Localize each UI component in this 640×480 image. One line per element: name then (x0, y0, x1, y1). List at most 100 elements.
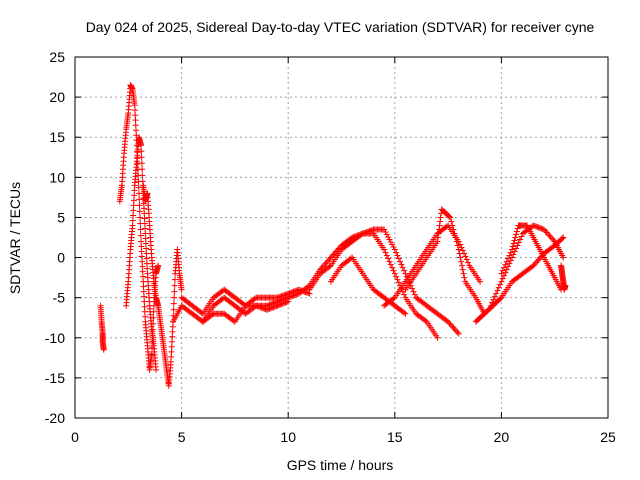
data-point (169, 333, 176, 340)
data-point (537, 224, 544, 231)
data-point (513, 231, 520, 238)
data-point (393, 249, 400, 256)
data-point (463, 256, 470, 263)
data-point (506, 252, 513, 259)
data-point (397, 258, 404, 265)
data-point (434, 238, 441, 245)
y-tick-label: -5 (53, 290, 66, 306)
data-point (230, 317, 237, 324)
data-point (326, 263, 333, 270)
data-point (453, 327, 460, 334)
data-point (169, 338, 176, 345)
axis-ticks (74, 56, 609, 419)
data-point (534, 258, 541, 265)
data-point (279, 300, 286, 307)
x-tick-label: 25 (600, 429, 616, 445)
data-point (141, 293, 148, 300)
data-point (138, 238, 145, 245)
data-point (322, 260, 329, 267)
data-point (437, 218, 444, 225)
data-point (329, 253, 336, 260)
data-point (457, 254, 464, 261)
data-point (281, 300, 288, 307)
data-point (139, 166, 146, 173)
data-point (132, 112, 139, 119)
data-point (450, 324, 457, 331)
data-point (138, 142, 145, 149)
data-point (273, 303, 280, 310)
data-point (449, 222, 456, 229)
data-point (142, 225, 149, 232)
data-point (171, 288, 178, 295)
data-point (493, 290, 500, 297)
data-point (142, 235, 149, 242)
data-point (547, 233, 554, 240)
data-point (387, 239, 394, 246)
data-point (132, 117, 139, 124)
series-early-peak-second (123, 134, 160, 373)
data-point (530, 222, 537, 229)
data-point (171, 282, 178, 289)
data-point (269, 304, 276, 311)
data-point (130, 212, 137, 219)
data-point (543, 229, 550, 236)
data-point (142, 313, 149, 320)
data-point (267, 305, 274, 312)
data-point (505, 255, 512, 262)
data-point (130, 207, 137, 214)
data-point (275, 302, 282, 309)
x-axis-label: GPS time / hours (287, 457, 394, 473)
data-point (538, 253, 545, 260)
data-point (546, 232, 553, 239)
data-point (401, 291, 408, 298)
data-point (140, 288, 147, 295)
data-point (399, 264, 406, 271)
data-point (271, 303, 278, 310)
data-point (437, 214, 444, 221)
data-point (255, 303, 262, 310)
data-point (535, 224, 542, 231)
plot-frame (74, 56, 609, 419)
data-point (395, 279, 402, 286)
data-point (279, 292, 286, 299)
series-mid-cluster-c (199, 298, 292, 325)
data-point (518, 233, 525, 240)
data-point (459, 247, 466, 254)
data-point (155, 262, 162, 269)
data-point (143, 245, 150, 252)
data-point (533, 259, 540, 266)
data-point (386, 258, 393, 265)
data-point (462, 253, 469, 260)
data-point (275, 294, 282, 301)
data-point (410, 288, 417, 295)
data-point (141, 308, 148, 315)
data-point (171, 294, 178, 301)
data-point (270, 304, 277, 311)
data-point (509, 246, 516, 253)
series-rise-c (327, 254, 409, 317)
data-point (347, 255, 354, 262)
data-point (514, 225, 521, 232)
data-point (141, 220, 148, 227)
data-point (512, 234, 519, 241)
data-point (385, 233, 392, 240)
data-point (254, 303, 261, 310)
data-point (443, 317, 450, 324)
data-point (401, 267, 408, 274)
data-point (171, 276, 178, 283)
data-point (130, 197, 137, 204)
data-point (274, 294, 281, 301)
data-point (390, 267, 397, 274)
data-point (143, 250, 150, 257)
y-tick-label: 5 (57, 209, 65, 225)
data-point (456, 250, 463, 257)
y-tick-label: 25 (49, 49, 65, 65)
data-point (382, 228, 389, 235)
data-point (461, 274, 468, 281)
data-point (514, 242, 521, 249)
data-point (458, 262, 465, 269)
data-point (143, 260, 150, 267)
data-point (562, 282, 569, 289)
data-point (509, 243, 516, 250)
series-late-tail (558, 262, 569, 293)
